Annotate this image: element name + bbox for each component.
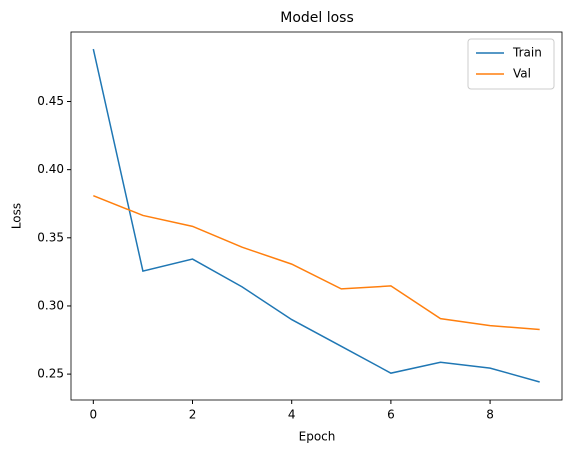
y-tick-label: 0.40 xyxy=(37,162,64,176)
x-tick-label: 2 xyxy=(189,408,197,422)
x-axis-label: Epoch xyxy=(299,430,336,444)
x-tick-label: 0 xyxy=(89,408,97,422)
x-tick-label: 8 xyxy=(486,408,494,422)
plot-frame xyxy=(70,31,563,401)
y-tick-label: 0.45 xyxy=(37,94,64,108)
x-tick-label: 6 xyxy=(387,408,395,422)
legend-box xyxy=(467,38,555,90)
y-tick-label: 0.25 xyxy=(37,367,64,381)
series-line xyxy=(93,194,540,331)
chart-title: Model loss xyxy=(280,10,354,26)
y-tick-label: 0.30 xyxy=(37,298,64,312)
series-line xyxy=(92,48,540,383)
legend-label: Val xyxy=(513,67,531,81)
y-axis-label: Loss xyxy=(10,203,24,229)
legend-label: Train xyxy=(512,46,542,60)
y-tick-label: 0.35 xyxy=(37,230,64,244)
x-tick-label: 4 xyxy=(288,408,296,422)
